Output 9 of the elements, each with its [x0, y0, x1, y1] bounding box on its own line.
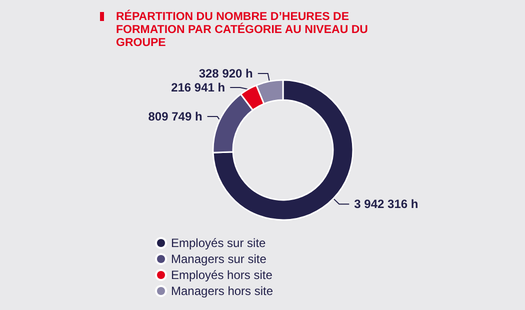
data-label: 216 941 h: [171, 80, 226, 94]
legend-label: Employés hors site: [171, 268, 273, 282]
legend-label: Managers sur site: [171, 252, 267, 266]
data-label: 809 749 h: [148, 110, 202, 124]
chart-title: RÉPARTITION DU NOMBRE D’HEURES DE FORMATION PAR CATÉGORIE AU NIVEAU DU GROUPE: [116, 11, 369, 50]
legend-label: Managers hors site: [171, 284, 274, 298]
data-label: 3 942 316 h: [354, 197, 418, 212]
legend-label: Employés sur site: [171, 236, 266, 250]
data-label: 328 920 h: [198, 66, 253, 80]
